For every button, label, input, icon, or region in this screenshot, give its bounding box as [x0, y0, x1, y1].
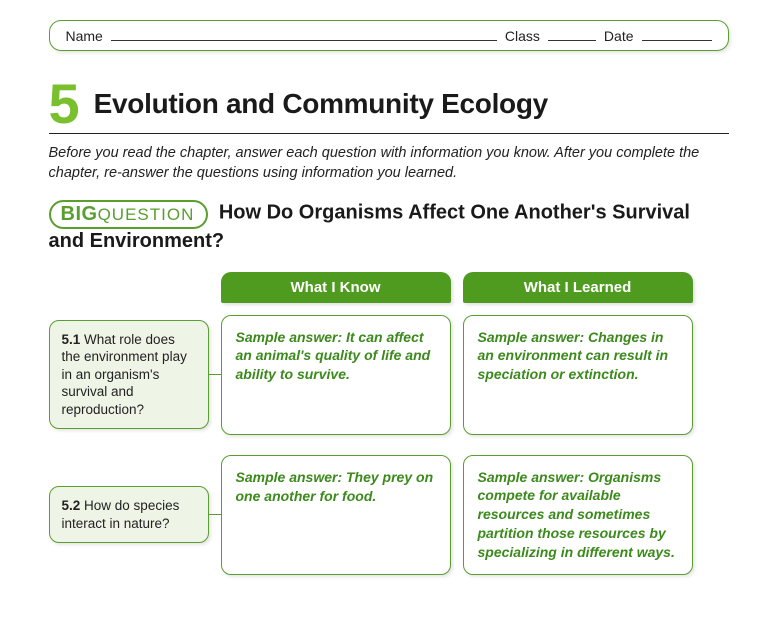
badge-big: BIG	[61, 203, 98, 225]
chapter-number: 5	[49, 79, 80, 129]
question-box: 5.2 How do species interact in nature?	[49, 486, 209, 543]
answer-know[interactable]: Sample answer: They prey on one another …	[221, 455, 451, 575]
name-input-line[interactable]	[111, 27, 497, 41]
answer-learned[interactable]: Sample answer: Organisms compete for ava…	[463, 455, 693, 575]
connector-line	[209, 374, 221, 375]
class-label: Class	[505, 28, 540, 44]
class-input-line[interactable]	[548, 27, 596, 41]
big-question-badge: BIGQUESTION	[49, 200, 209, 229]
intro-text: Before you read the chapter, answer each…	[49, 144, 729, 183]
column-headers: What I Know What I Learned	[49, 272, 729, 303]
chapter-heading: 5 Evolution and Community Ecology	[49, 79, 729, 134]
answer-learned[interactable]: Sample answer: Changes in an environment…	[463, 315, 693, 435]
student-info-bar: Name Class Date	[49, 20, 729, 51]
question-row: 5.1 What role does the environment play …	[49, 315, 729, 435]
question-row: 5.2 How do species interact in nature? S…	[49, 455, 729, 575]
question-text: What role does the environment play in a…	[62, 332, 187, 417]
chapter-title: Evolution and Community Ecology	[94, 88, 548, 120]
answer-know[interactable]: Sample answer: It can affect an animal's…	[221, 315, 451, 435]
connector-line	[209, 514, 221, 515]
badge-question: QUESTION	[98, 205, 195, 224]
question-text: How do species interact in nature?	[62, 498, 180, 531]
big-question: BIGQUESTION How Do Organisms Affect One …	[49, 200, 729, 254]
question-box: 5.1 What role does the environment play …	[49, 320, 209, 430]
col-header-learned: What I Learned	[463, 272, 693, 303]
name-label: Name	[66, 28, 103, 44]
worksheet-page: Name Class Date 5 Evolution and Communit…	[49, 20, 729, 575]
date-input-line[interactable]	[642, 27, 712, 41]
col-header-know: What I Know	[221, 272, 451, 303]
question-number: 5.2	[62, 498, 81, 513]
date-label: Date	[604, 28, 634, 44]
question-number: 5.1	[62, 332, 81, 347]
